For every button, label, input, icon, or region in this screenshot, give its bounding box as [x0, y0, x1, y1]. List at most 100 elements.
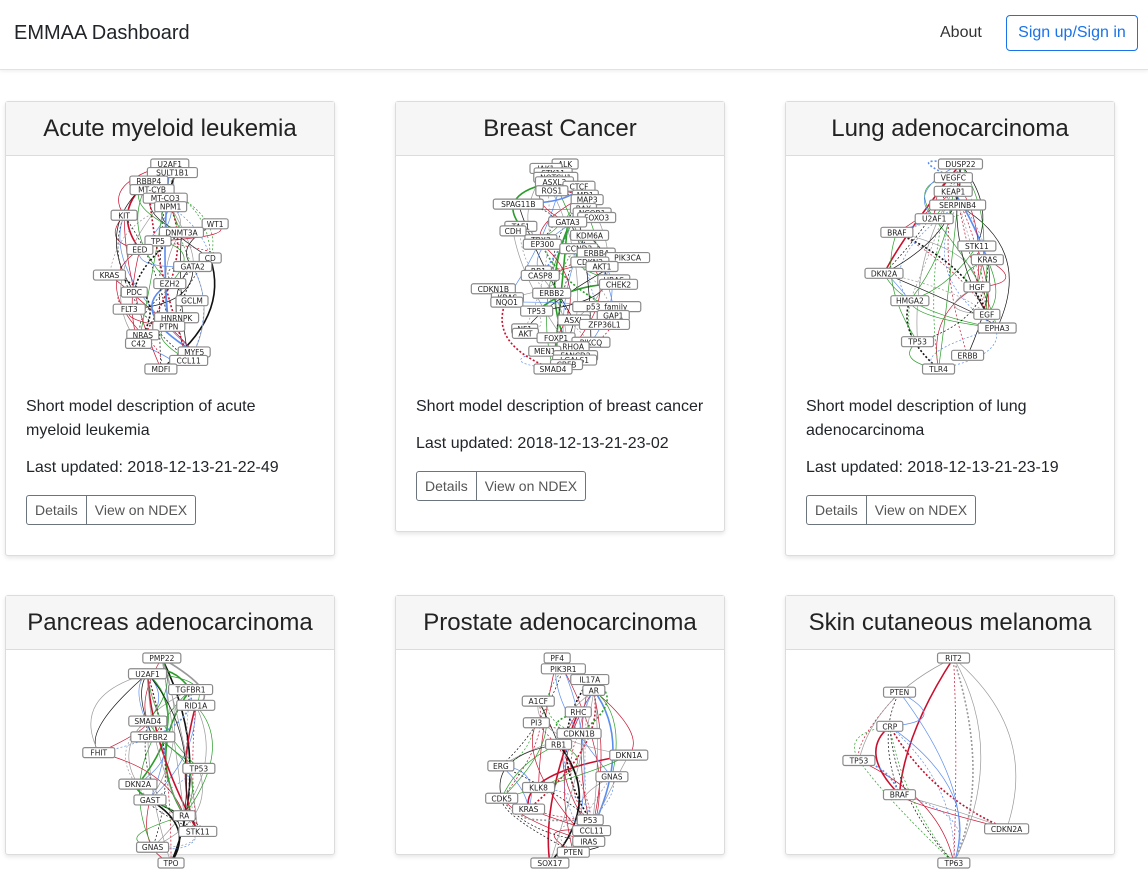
network-node[interactable]: EPHA3: [977, 322, 1017, 334]
network-node[interactable]: PTEN: [556, 846, 590, 858]
network-node[interactable]: KDM6A: [569, 229, 610, 241]
network-node[interactable]: RB1: [544, 738, 573, 750]
network-node[interactable]: SERPINB4: [929, 199, 987, 211]
network-node[interactable]: AR: [582, 684, 606, 696]
network-graph[interactable]: ALKJAK1STK11NOTCH1ASXL2CTCFROS1MD1MAP3SP…: [460, 156, 660, 381]
network-node[interactable]: TP5: [144, 235, 172, 247]
ndex-button[interactable]: View on NDEX: [86, 495, 197, 525]
network-node[interactable]: PMP22: [142, 652, 182, 664]
network-node[interactable]: AKT: [511, 327, 540, 339]
network-node[interactable]: TP53: [182, 762, 216, 774]
network-node[interactable]: TGFBR1: [168, 683, 214, 696]
network-node[interactable]: BRAF: [880, 226, 914, 238]
network-node[interactable]: EZH2: [153, 277, 187, 290]
network-node[interactable]: EED: [126, 243, 154, 256]
network-node[interactable]: DKN2A: [864, 267, 904, 279]
network-graph[interactable]: RIT2 PTEN CRP TP53 BRAF CDKN2A TP63: [786, 650, 1116, 875]
network-node[interactable]: TLR4: [921, 363, 956, 375]
network-node[interactable]: ERG: [487, 760, 515, 772]
network-node[interactable]: BRAF: [882, 789, 917, 801]
network-node[interactable]: AKT1: [585, 260, 619, 273]
network-node[interactable]: U2AF1: [914, 213, 954, 225]
network-node[interactable]: GNAS: [135, 841, 170, 853]
network-node[interactable]: TP53: [842, 754, 876, 767]
details-button[interactable]: Details: [806, 495, 867, 525]
network-node[interactable]: GAST: [133, 794, 167, 806]
network-node[interactable]: HGF: [963, 281, 991, 293]
network-node[interactable]: KIT: [110, 209, 138, 221]
network-node[interactable]: KEAP1: [933, 185, 973, 197]
network-node[interactable]: IRAS: [572, 835, 606, 848]
network-node[interactable]: STK11: [957, 240, 997, 252]
network-graph[interactable]: DUSP22 VEGFC KEAP1 SERPINB4 U2AF1 BRAF STK11 KR…: [850, 156, 1050, 381]
network-node[interactable]: CCL11: [571, 825, 612, 837]
network-node[interactable]: DKN2A: [118, 778, 158, 790]
network-node[interactable]: EGF: [973, 308, 1001, 320]
network-node[interactable]: PIK3R1: [540, 663, 586, 675]
network-node[interactable]: PTPN: [152, 320, 186, 332]
network-node[interactable]: SMAD4: [128, 715, 168, 727]
network-node[interactable]: C42: [124, 337, 153, 349]
network-node[interactable]: ZFP36L1: [578, 318, 631, 331]
network-node[interactable]: GATA3: [548, 216, 588, 228]
network-node[interactable]: VEGFC: [933, 172, 973, 184]
network-node[interactable]: SULT1B1: [146, 166, 199, 179]
network-node[interactable]: U2AF1: [127, 668, 168, 680]
network-node[interactable]: PF4: [543, 652, 571, 664]
brand-title[interactable]: EMMAA Dashboard: [14, 22, 190, 44]
network-node[interactable]: CDK5: [485, 792, 519, 804]
network-node[interactable]: CDKN1B: [556, 727, 602, 740]
network-node[interactable]: TP53: [520, 305, 554, 317]
network-node[interactable]: GNAS: [595, 771, 629, 783]
network-node[interactable]: RIT2: [936, 652, 971, 664]
details-button[interactable]: Details: [416, 471, 477, 501]
network-node[interactable]: KRAS: [970, 254, 1004, 266]
network-node[interactable]: CDKN2A: [984, 823, 1030, 835]
network-node[interactable]: CASP8: [520, 269, 560, 282]
network-node[interactable]: NQO1: [490, 296, 524, 308]
network-node[interactable]: MDFI: [144, 363, 178, 375]
ndex-button[interactable]: View on NDEX: [866, 495, 977, 525]
signin-button[interactable]: Sign up/Sign in: [1006, 15, 1138, 51]
ndex-button[interactable]: View on NDEX: [476, 471, 587, 501]
network-graph[interactable]: PMP22 U2AF1 TGFBR1 RID1A SMAD4 TGFBR2 FHIT TP53…: [70, 650, 270, 875]
network-node[interactable]: ROS1: [535, 185, 569, 197]
network-node[interactable]: CHEK2: [598, 278, 639, 290]
network-node[interactable]: KRAS: [92, 269, 127, 281]
network-node[interactable]: TPO: [157, 857, 185, 869]
network-node[interactable]: TP63: [937, 857, 971, 869]
network-node[interactable]: IL17A: [570, 673, 610, 686]
network-node[interactable]: PTEN: [882, 686, 917, 698]
about-link[interactable]: About: [940, 24, 982, 41]
network-node[interactable]: RHC: [564, 706, 592, 718]
network-node[interactable]: GATA2: [173, 260, 213, 273]
network-node[interactable]: EP300: [522, 238, 562, 250]
network-node[interactable]: KLK8: [521, 781, 556, 794]
network-node[interactable]: CDH: [499, 225, 527, 237]
network-node[interactable]: PDC: [120, 286, 148, 298]
details-button[interactable]: Details: [26, 495, 87, 525]
network-node[interactable]: KRAS: [511, 803, 546, 815]
network-node[interactable]: RA: [172, 810, 196, 822]
network-node[interactable]: CRP: [876, 720, 904, 732]
network-node[interactable]: ERBB: [950, 349, 985, 361]
network-node[interactable]: TP53: [900, 336, 935, 348]
network-node[interactable]: CCL11: [169, 354, 209, 367]
network-node[interactable]: ERBB2: [532, 287, 572, 299]
network-node[interactable]: A1CF: [521, 695, 555, 707]
network-node[interactable]: FLT3: [112, 303, 146, 315]
network-node[interactable]: DNMT3A: [158, 226, 205, 238]
network-node[interactable]: P53: [576, 814, 604, 826]
network-node[interactable]: DUSP22: [937, 158, 984, 170]
network-node[interactable]: PI3: [522, 717, 550, 729]
network-node[interactable]: GCLM: [175, 295, 209, 307]
network-node[interactable]: FHIT: [82, 747, 116, 759]
network-node[interactable]: SPAG11B: [492, 198, 544, 210]
network-node[interactable]: DKN1A: [609, 749, 649, 761]
network-node[interactable]: WT1: [201, 218, 229, 230]
network-node[interactable]: TGFBR2: [130, 731, 176, 743]
network-node[interactable]: RID1A: [176, 699, 216, 711]
network-node[interactable]: SMAD4: [533, 363, 573, 375]
